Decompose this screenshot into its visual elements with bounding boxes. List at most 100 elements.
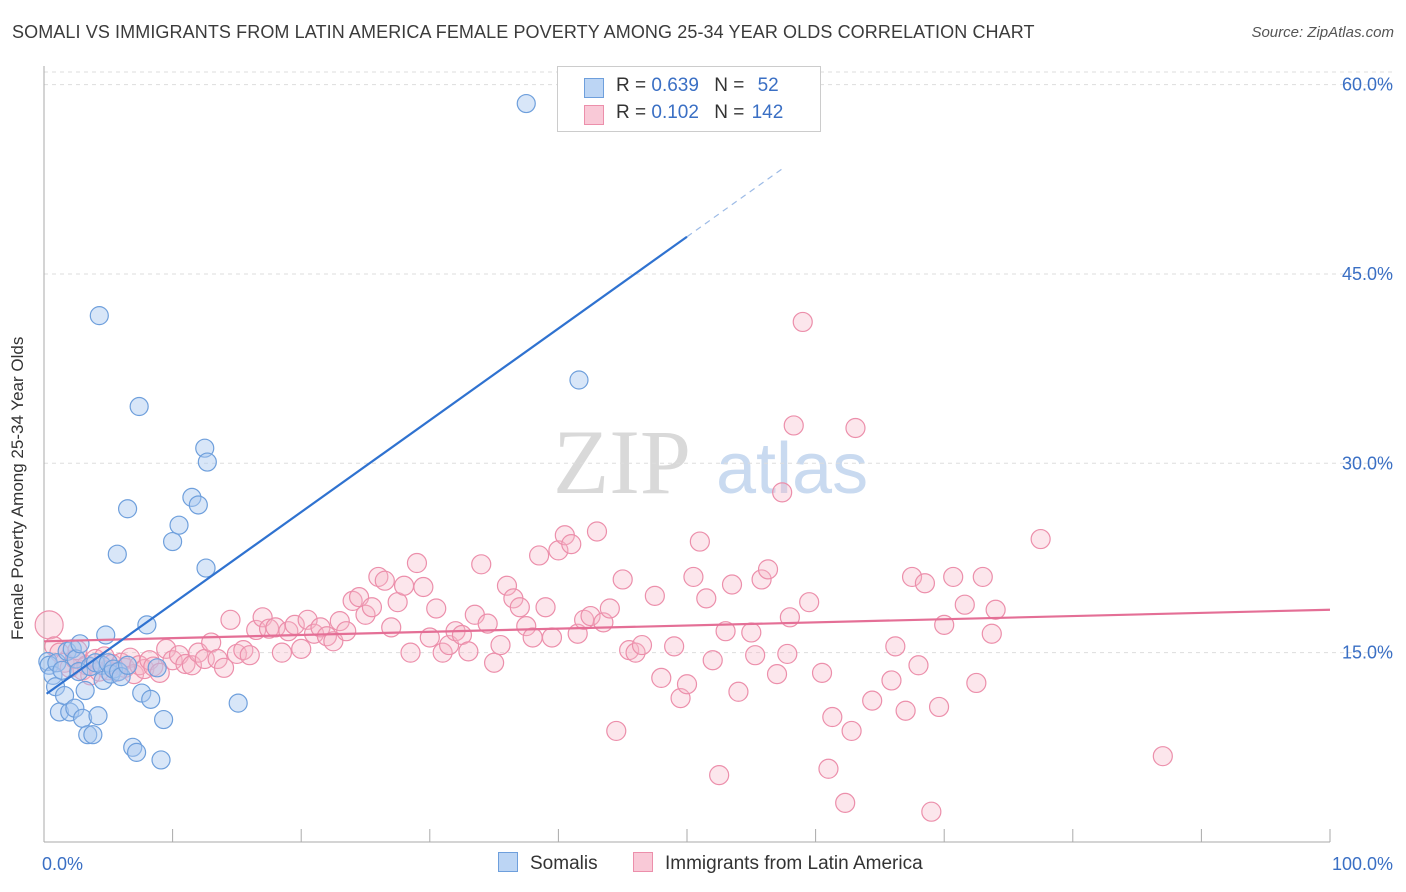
somali-point [196,558,216,578]
y-tick-label: 15.0% [1342,643,1393,663]
somali-point [39,655,59,675]
somali-point [111,667,131,687]
latin-point [541,627,563,648]
latin-point [1030,528,1051,550]
somali-point [569,370,589,390]
latin-point [612,569,633,590]
latin-point [561,533,582,555]
latin-point [516,616,537,637]
somali-point [117,655,138,675]
latin-point [972,566,993,588]
latin-point [471,554,492,575]
somali-point [83,725,103,745]
latin-point [966,672,987,694]
somali-point [153,709,174,730]
latin-point [400,642,421,663]
latin-point [522,627,543,648]
latin-point [709,764,730,786]
bottom-latin-label: Immigrants from Latin America [665,853,923,874]
latin-trend-line [43,608,1331,643]
correlation-legend: R = 0.639 N = 52 R = 0.102 N = 142 [557,66,821,132]
somalis-r-value: 0.639 [651,75,699,96]
somali-point [151,750,171,770]
latin-point [741,622,762,643]
latin-point [644,585,665,606]
latin-point [651,667,672,689]
latin-point [981,623,1002,644]
latin-point [34,610,64,640]
latin-point [381,617,402,638]
somali-point [117,499,138,519]
somali-point [88,706,108,726]
latin-point [914,573,936,594]
latin-point [841,720,862,742]
somali-point [197,452,217,472]
latin-point [1152,746,1173,767]
y-tick-label: 60.0% [1342,75,1393,95]
latin-point [792,311,813,333]
latin-point [895,700,916,721]
latin-point [835,792,856,813]
somali-point [137,615,157,635]
somali-point [516,93,536,114]
latin-point [606,720,627,742]
latin-point [548,540,569,561]
latin-r-value: 0.102 [651,102,699,123]
somali-point [103,659,124,679]
latin-swatch [584,105,604,125]
latin-point [574,609,595,630]
somali-point [65,698,85,718]
somali-point [188,495,208,515]
somali-point [96,625,116,645]
latin-point [413,576,434,598]
somali-point [147,658,167,678]
latin-point [728,681,749,702]
latin-point [213,657,235,678]
somalis-n-label: N = [714,75,745,96]
watermark-zip: ZIP [553,411,691,513]
latin-point [599,598,620,619]
latin-point [361,597,383,618]
latin-point [689,531,710,552]
somali-point [78,725,98,745]
latin-point [239,645,260,666]
latin-point [943,566,964,588]
bottom-latin-swatch [633,852,653,872]
somali-trend-line [45,235,688,695]
latin-point [393,575,415,596]
latin-point [477,613,498,634]
latin-point [181,655,202,676]
latin-point [175,653,196,675]
y-tick-label: 45.0% [1342,264,1393,284]
latin-point [885,636,906,657]
latin-point [928,696,950,718]
latin-point [586,521,608,542]
somali-point [169,515,189,535]
x-tick-label-max: 100.0% [1332,854,1393,874]
somalis-swatch [584,78,604,98]
latin-point [426,598,447,619]
latin-point [291,638,312,659]
latin-point [696,588,717,609]
bottom-legend-somalis: Somalis [498,852,598,875]
latin-n-value: 142 [751,102,784,123]
source-label: Source: ZipAtlas.com [1251,24,1394,41]
latin-point [745,645,766,666]
somalis-n-value: 52 [757,75,779,96]
latin-point [862,690,883,711]
somali-point [89,306,109,326]
latin-point [811,662,833,683]
latin-point [490,634,511,656]
somalis-r-label: R = [616,75,647,96]
latin-point [702,650,723,671]
latin-point [777,643,798,665]
latin-point [845,417,866,439]
latin-point [901,566,923,588]
somali-point [43,665,63,685]
latin-point [676,674,698,695]
latin-point [715,621,736,642]
latin-point [783,415,804,436]
latin-point [881,670,902,691]
latin-point [458,641,479,662]
latin-point [799,592,820,613]
